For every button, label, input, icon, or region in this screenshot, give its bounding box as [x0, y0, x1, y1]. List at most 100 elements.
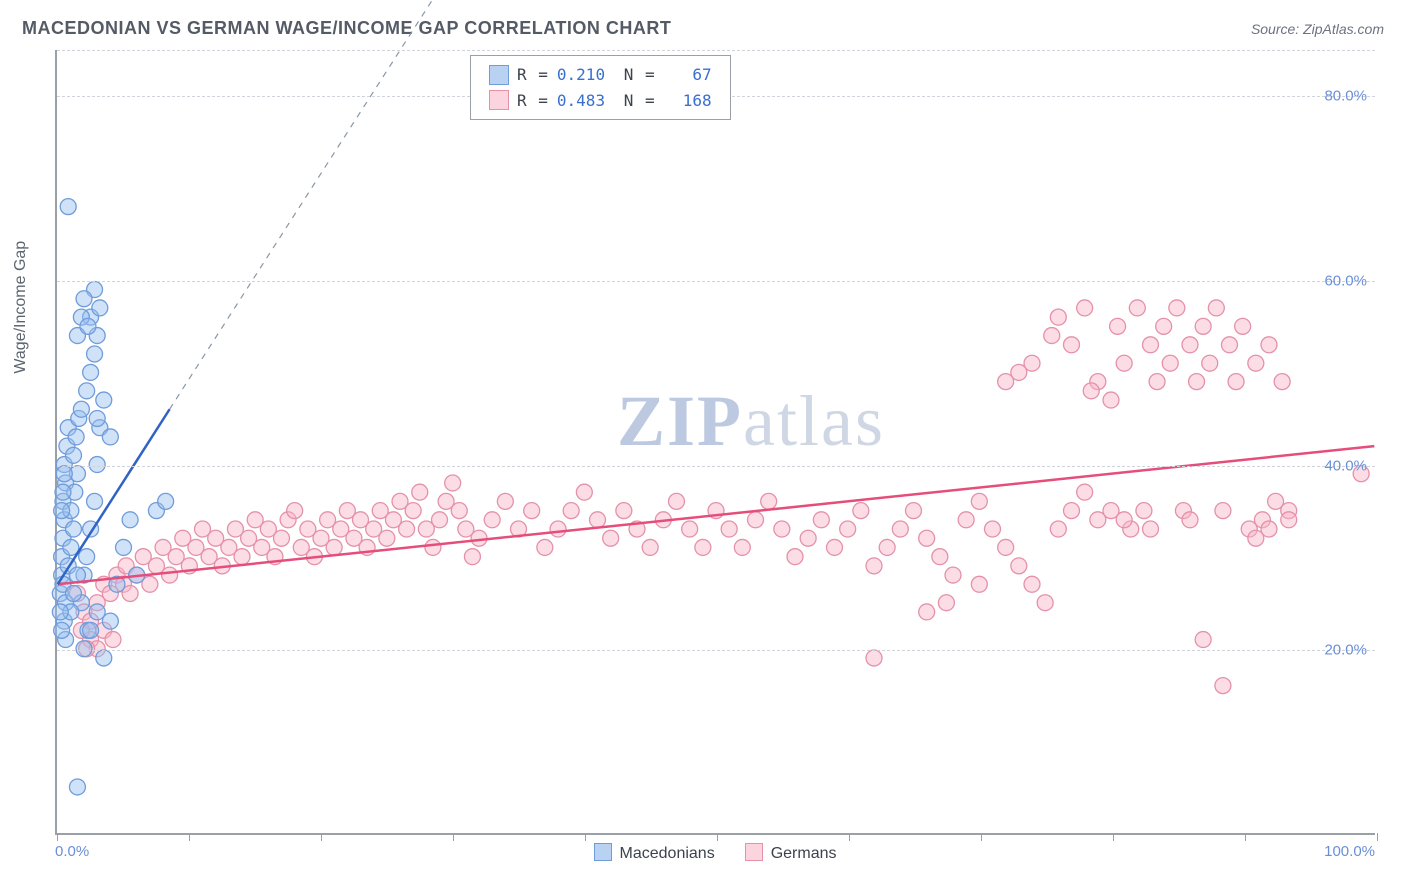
trendline-macedonians-extension [170, 0, 519, 409]
scatter-point [550, 521, 566, 537]
scatter-point [998, 539, 1014, 555]
y-axis-label: Wage/Income Gap [12, 241, 30, 374]
scatter-point [563, 503, 579, 519]
scatter-point [1044, 328, 1060, 344]
scatter-point [1195, 632, 1211, 648]
scatter-point [695, 539, 711, 555]
scatter-point [122, 512, 138, 528]
scatter-series-germans [69, 300, 1369, 694]
scatter-point [54, 503, 70, 519]
scatter-point [827, 539, 843, 555]
y-tick-label: 60.0% [1324, 272, 1367, 289]
scatter-point [69, 779, 85, 795]
scatter-point [54, 622, 70, 638]
scatter-point [76, 291, 92, 307]
scatter-point [800, 530, 816, 546]
x-axis-label-row: 0.0% Macedonians Germans 100.0% [55, 843, 1375, 873]
scatter-point [274, 530, 290, 546]
scatter-point [866, 558, 882, 574]
x-tick [849, 833, 850, 841]
scatter-point [1208, 300, 1224, 316]
scatter-point [464, 549, 480, 565]
scatter-point [774, 521, 790, 537]
scatter-point [287, 503, 303, 519]
x-tick [1113, 833, 1114, 841]
scatter-point [958, 512, 974, 528]
scatter-point [576, 484, 592, 500]
scatter-point [1050, 309, 1066, 325]
y-tick-label: 40.0% [1324, 457, 1367, 474]
scatter-point [1215, 503, 1231, 519]
scatter-point [537, 539, 553, 555]
scatter-point [682, 521, 698, 537]
chart-svg [57, 50, 1375, 833]
legend-swatch-1 [594, 843, 612, 861]
stats-row-series1: R = 0.210 N = 67 [489, 62, 712, 88]
x-tick [981, 833, 982, 841]
scatter-point [1110, 318, 1126, 334]
scatter-point [1195, 318, 1211, 334]
scatter-point [1037, 595, 1053, 611]
stats-r-1: 0.210 [557, 62, 605, 88]
gridline [57, 50, 1375, 51]
stats-label-n: N = [613, 88, 656, 114]
scatter-point [379, 530, 395, 546]
scatter-point [1281, 512, 1297, 528]
scatter-point [603, 530, 619, 546]
scatter-point [748, 512, 764, 528]
scatter-point [412, 484, 428, 500]
scatter-point [1189, 374, 1205, 390]
x-tick [57, 833, 58, 841]
scatter-point [1261, 521, 1277, 537]
scatter-point [1103, 392, 1119, 408]
scatter-point [1222, 337, 1238, 353]
scatter-point [721, 521, 737, 537]
scatter-point [158, 493, 174, 509]
scatter-point [96, 392, 112, 408]
scatter-point [1274, 374, 1290, 390]
scatter-point [1162, 355, 1178, 371]
scatter-point [87, 493, 103, 509]
scatter-point [892, 521, 908, 537]
scatter-point [66, 521, 82, 537]
scatter-point [1129, 300, 1145, 316]
scatter-point [1116, 355, 1132, 371]
scatter-point [813, 512, 829, 528]
scatter-point [1228, 374, 1244, 390]
scatter-point [399, 521, 415, 537]
scatter-point [89, 604, 105, 620]
scatter-point [83, 622, 99, 638]
scatter-point [669, 493, 685, 509]
scatter-point [79, 383, 95, 399]
stats-legend-box: R = 0.210 N = 67 R = 0.483 N = 168 [470, 55, 731, 120]
scatter-point [1024, 576, 1040, 592]
scatter-point [1064, 503, 1080, 519]
scatter-point [919, 530, 935, 546]
scatter-point [445, 475, 461, 491]
stats-swatch-1 [489, 65, 509, 85]
scatter-point [66, 586, 82, 602]
scatter-point [938, 595, 954, 611]
stats-label-r: R = [517, 88, 549, 114]
scatter-point [971, 493, 987, 509]
scatter-point [1261, 337, 1277, 353]
x-tick [1377, 833, 1378, 841]
scatter-point [92, 300, 108, 316]
scatter-point [405, 503, 421, 519]
scatter-point [853, 503, 869, 519]
scatter-point [80, 318, 96, 334]
scatter-point [1143, 521, 1159, 537]
scatter-point [1050, 521, 1066, 537]
y-tick-label: 20.0% [1324, 642, 1367, 659]
scatter-point [1077, 484, 1093, 500]
scatter-point [1235, 318, 1251, 334]
plot-area: ZIPatlas 20.0%40.0%60.0%80.0% [55, 50, 1375, 835]
scatter-point [162, 567, 178, 583]
scatter-point [1077, 300, 1093, 316]
stats-n-1: 67 [664, 62, 712, 88]
scatter-point [840, 521, 856, 537]
scatter-point [1136, 503, 1152, 519]
gridline [57, 650, 1375, 651]
stats-row-series2: R = 0.483 N = 168 [489, 88, 712, 114]
scatter-point [1064, 337, 1080, 353]
